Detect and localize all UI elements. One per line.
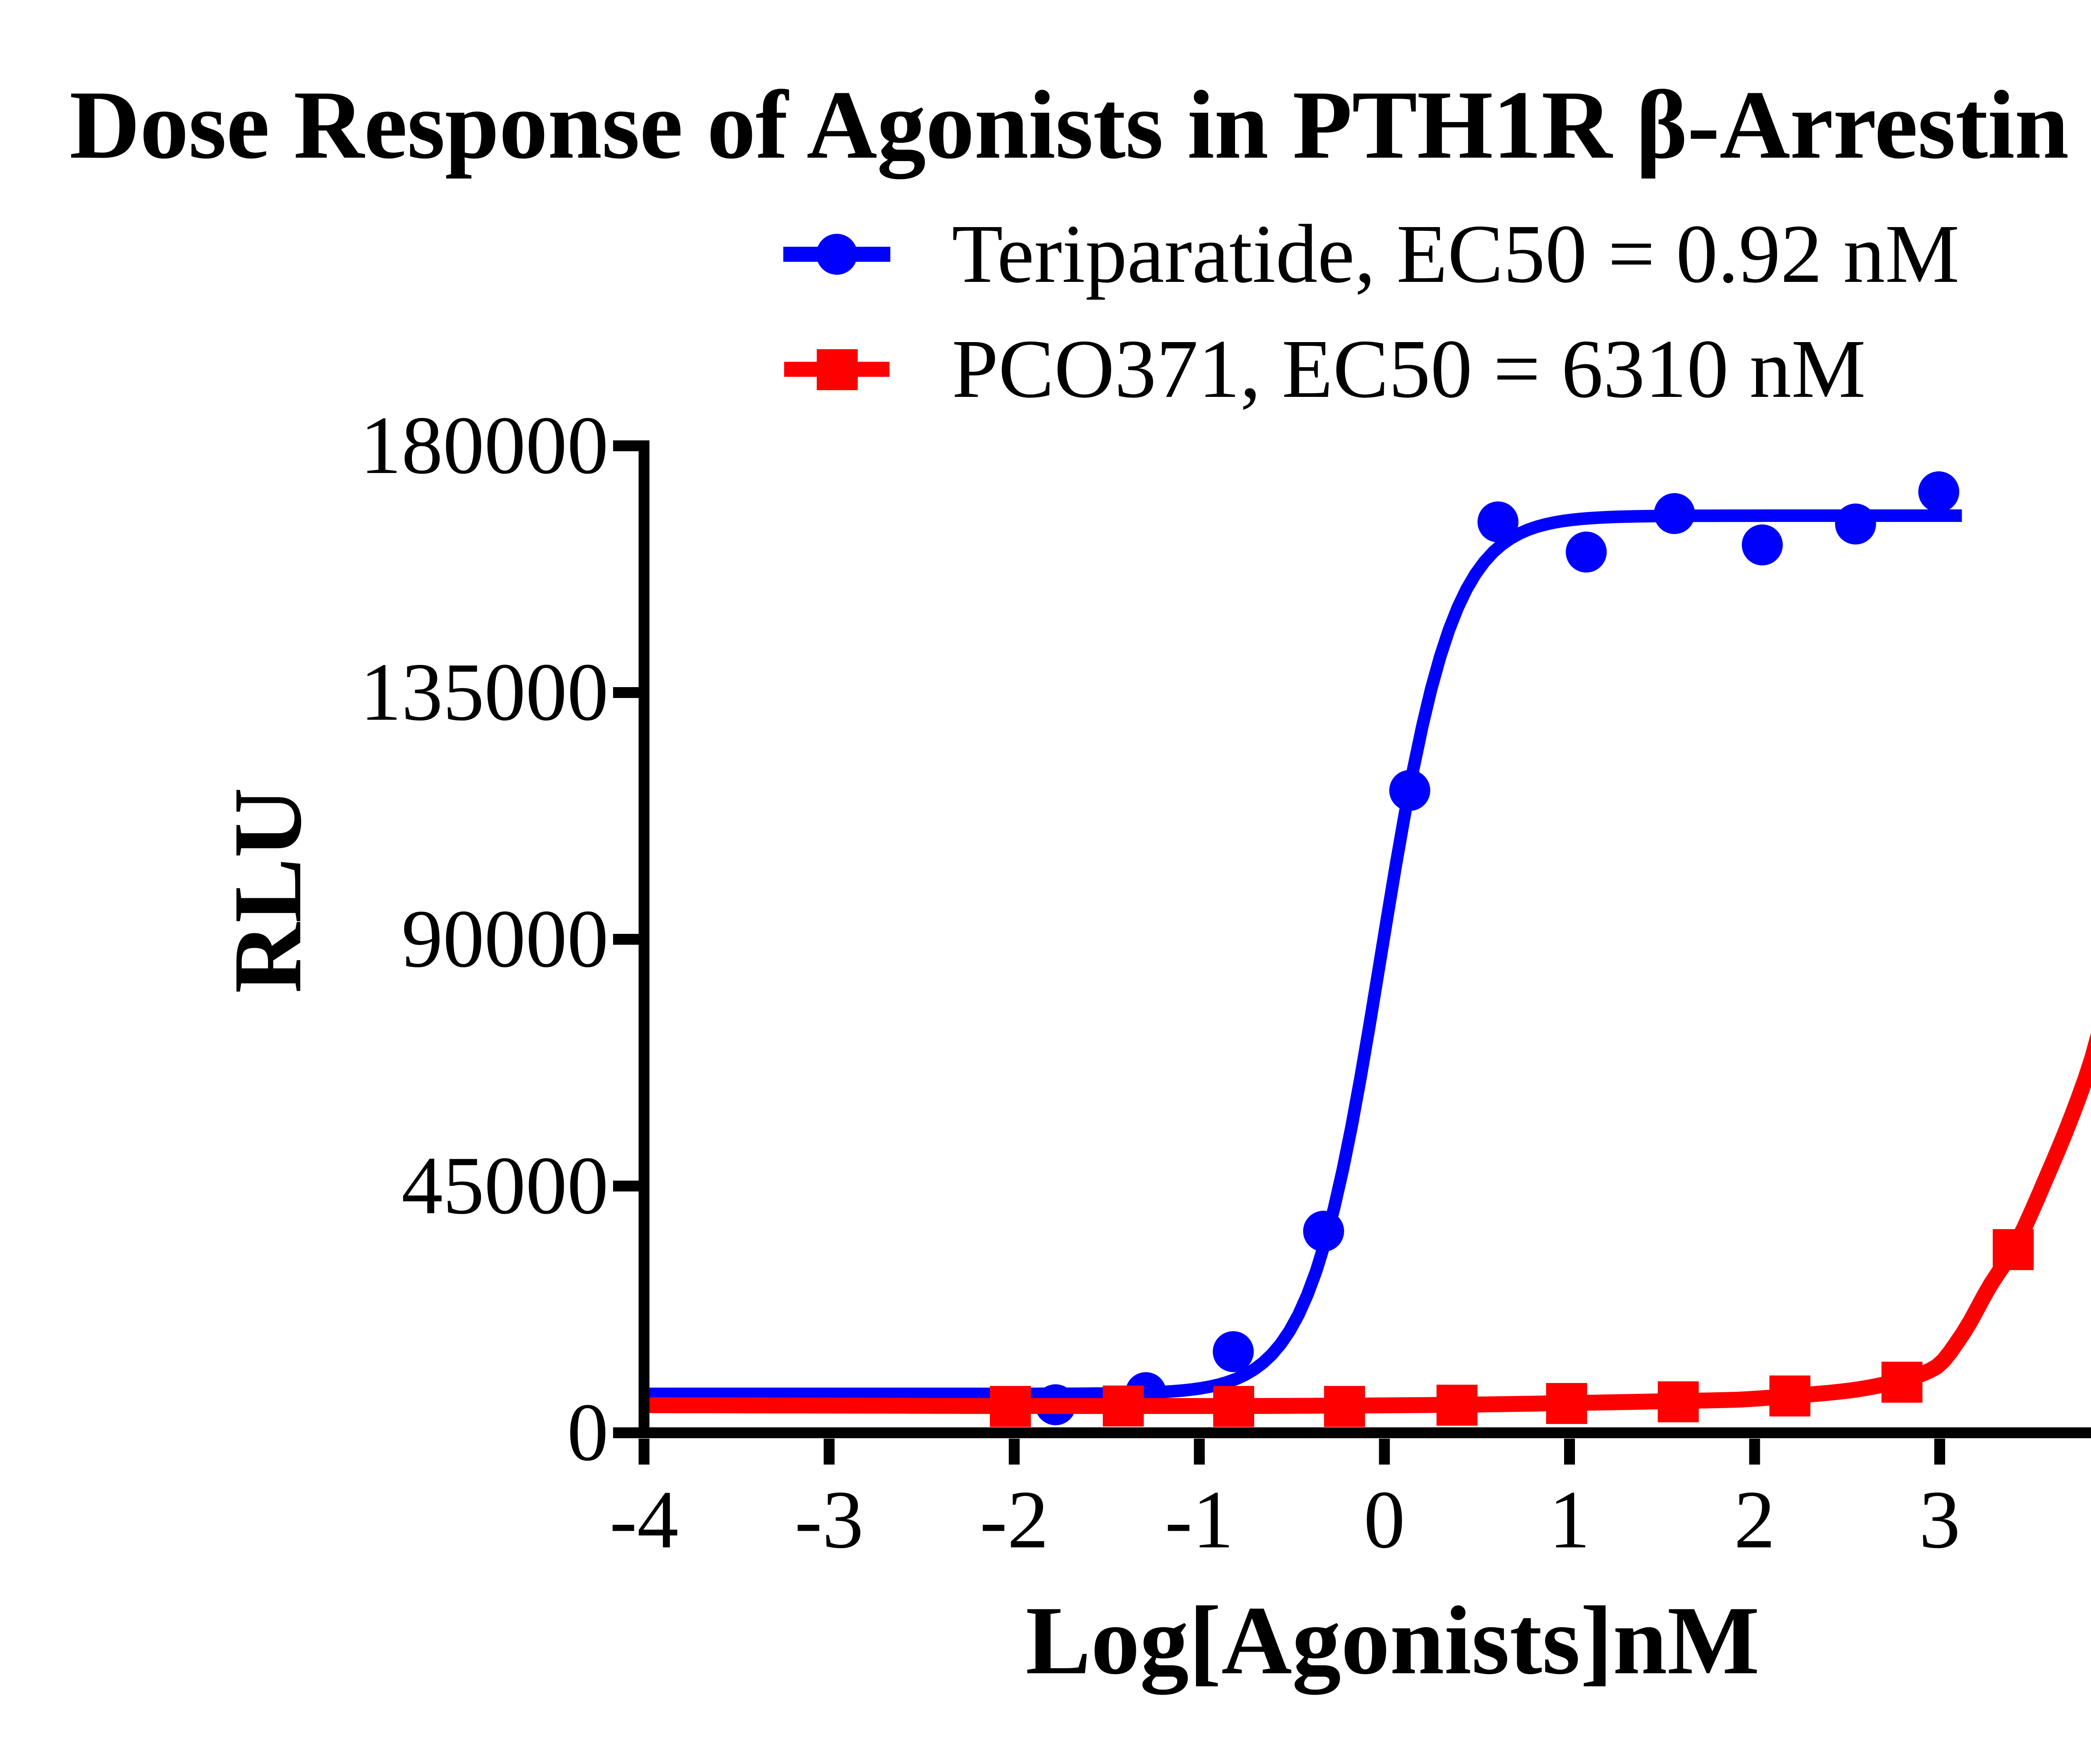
svg-text:135000: 135000 <box>360 646 608 738</box>
svg-text:-2: -2 <box>980 1474 1049 1565</box>
svg-text:3: 3 <box>1919 1474 1961 1565</box>
svg-text:-1: -1 <box>1165 1474 1234 1565</box>
svg-text:PCO371, EC50 = 6310 nM: PCO371, EC50 = 6310 nM <box>952 323 1866 415</box>
svg-text:RLU: RLU <box>214 787 322 993</box>
svg-text:0: 0 <box>567 1386 608 1478</box>
svg-text:-3: -3 <box>795 1474 864 1565</box>
svg-text:Dose Response of Agonists in P: Dose Response of Agonists in PTH1R β-Arr… <box>69 64 2091 179</box>
svg-text:180000: 180000 <box>360 399 608 491</box>
svg-text:2: 2 <box>1734 1474 1775 1565</box>
svg-text:Log[Agonists]nM: Log[Agonists]nM <box>1025 1586 1759 1695</box>
svg-text:-4: -4 <box>610 1474 679 1565</box>
svg-text:Teriparatide, EC50 = 0.92 nM: Teriparatide, EC50 = 0.92 nM <box>952 208 1959 300</box>
svg-text:1: 1 <box>1549 1474 1590 1565</box>
svg-text:0: 0 <box>1364 1474 1405 1565</box>
svg-text:90000: 90000 <box>401 893 608 984</box>
svg-text:45000: 45000 <box>401 1140 608 1231</box>
